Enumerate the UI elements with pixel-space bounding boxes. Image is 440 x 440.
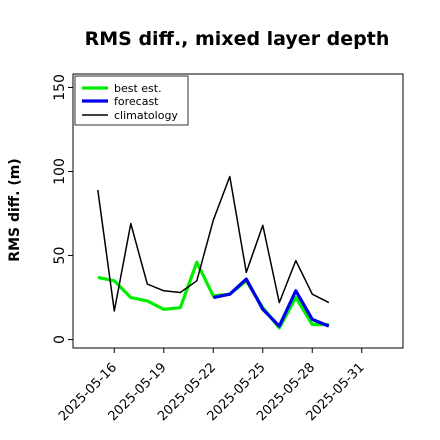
y-tick-label: 100 [52,158,68,185]
y-tick-label: 50 [52,247,68,265]
plot-frame [72,73,404,349]
series-line-climatology [97,175,330,312]
chart-title: RMS diff., mixed layer depth [85,28,390,50]
y-axis-label: RMS diff. (m) [7,158,23,261]
legend: best est. forecast climatology [74,75,189,126]
series-line-best-est [97,260,329,330]
series-layer [97,175,330,330]
series-line-forecast [212,277,330,328]
x-ticks: 2025-05-162025-05-192025-05-222025-05-25… [56,348,368,424]
y-ticks: 0 50 100 150 [52,74,73,344]
legend-label-best-est: best est. [114,82,162,95]
y-tick-label: 0 [52,335,68,344]
y-tick-label: 150 [52,74,68,101]
legend-label-forecast: forecast [114,95,159,108]
legend-label-climatology: climatology [114,109,178,122]
